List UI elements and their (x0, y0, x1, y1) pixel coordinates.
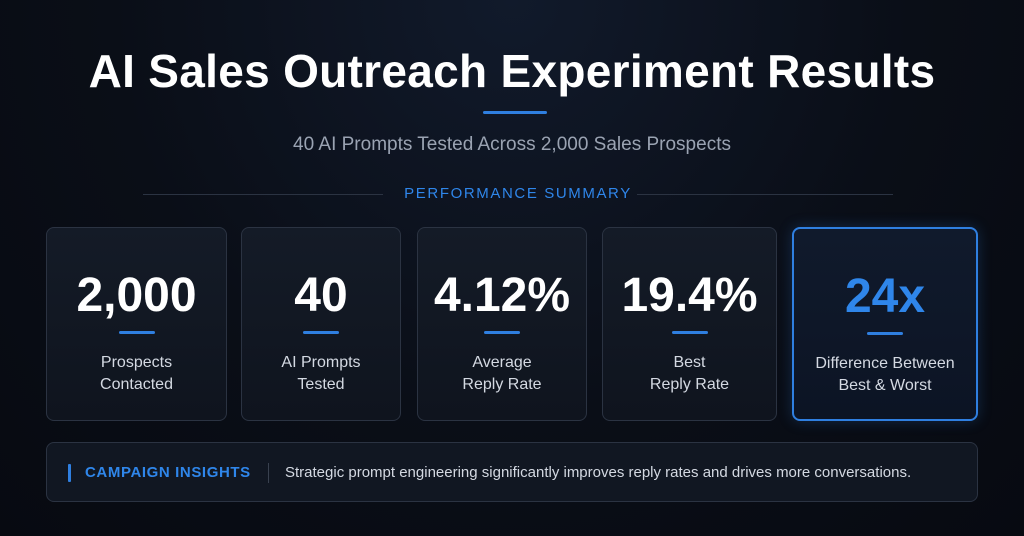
stat-card-prompts: 40 AI Prompts Tested (241, 227, 401, 421)
insights-title: CAMPAIGN INSIGHTS (85, 464, 251, 481)
stat-underline (671, 331, 708, 334)
title-underline (483, 111, 547, 114)
stat-label: Average Reply Rate (418, 352, 586, 396)
stat-card-best-reply: 19.4% Best Reply Rate (602, 227, 777, 421)
page-title: AI Sales Outreach Experiment Results (88, 45, 936, 97)
section-divider-right (637, 194, 893, 195)
stat-label-line: Best (673, 354, 706, 371)
stat-value: 19.4% (621, 269, 758, 322)
stat-label-line: Best & Worst (838, 377, 932, 394)
stat-underline (303, 331, 339, 334)
stat-value: 2,000 (76, 269, 197, 322)
stat-value: 4.12% (433, 269, 571, 322)
stat-card-prospects: 2,000 Prospects Contacted (46, 227, 227, 421)
stat-card-difference: 24x Difference Between Best & Worst (792, 227, 978, 421)
stat-label: Best Reply Rate (603, 352, 776, 396)
stat-label-line: Reply Rate (462, 376, 542, 393)
stat-underline (118, 331, 155, 334)
stat-label: Difference Between Best & Worst (794, 353, 976, 397)
insights-divider (268, 463, 269, 483)
section-label: PERFORMANCE SUMMARY (404, 185, 632, 202)
stat-label-line: Reply Rate (649, 376, 730, 393)
stat-label-line: Contacted (100, 376, 173, 393)
stat-label-line: Prospects (100, 354, 173, 371)
stat-underline (867, 332, 903, 335)
stat-card-average-reply: 4.12% Average Reply Rate (417, 227, 587, 421)
stat-label: AI Prompts Tested (242, 352, 400, 396)
section-header: PERFORMANCE SUMMARY (143, 184, 893, 206)
stat-label-line: Average (472, 354, 532, 371)
campaign-insights-panel: CAMPAIGN INSIGHTS Strategic prompt engin… (46, 442, 978, 502)
stat-label: Prospects Contacted (47, 352, 226, 396)
insights-text: Strategic prompt engineering significant… (285, 464, 912, 481)
stat-label-line: Difference Between (815, 355, 955, 372)
stat-value: 24x (844, 270, 926, 323)
stat-value: 40 (294, 269, 348, 322)
section-divider-left (143, 194, 383, 195)
stat-underline (484, 331, 520, 334)
page-subtitle: 40 AI Prompts Tested Across 2,000 Sales … (293, 134, 731, 155)
stat-label-line: Tested (297, 376, 345, 393)
stat-label-line: AI Prompts (281, 354, 361, 371)
insights-accent-bar (68, 464, 71, 482)
